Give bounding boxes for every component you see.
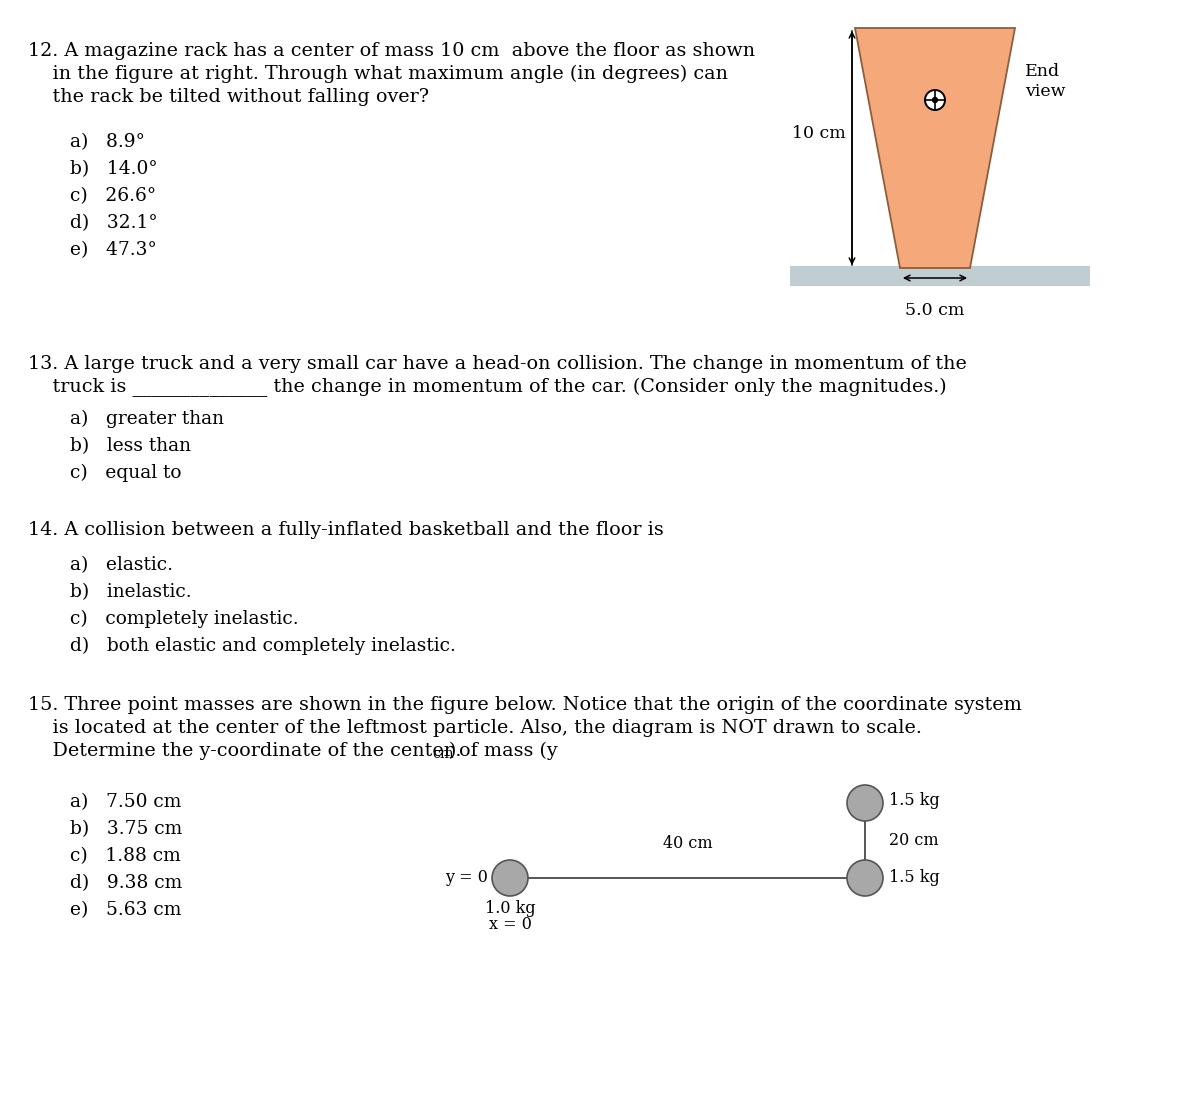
Text: y = 0: y = 0 <box>445 870 488 886</box>
Text: b)   inelastic.: b) inelastic. <box>70 583 192 601</box>
Text: c)   26.6°: c) 26.6° <box>70 187 156 205</box>
Text: in the figure at right. Through what maximum angle (in degrees) can: in the figure at right. Through what max… <box>28 64 728 83</box>
Text: 1.5 kg: 1.5 kg <box>889 870 940 886</box>
Text: e)   47.3°: e) 47.3° <box>70 240 157 259</box>
Text: e)   5.63 cm: e) 5.63 cm <box>70 901 181 919</box>
Text: b)   3.75 cm: b) 3.75 cm <box>70 820 182 838</box>
Text: c)   1.88 cm: c) 1.88 cm <box>70 847 181 865</box>
Text: Determine the y-coordinate of the center of mass (y: Determine the y-coordinate of the center… <box>28 742 558 761</box>
Text: d)   9.38 cm: d) 9.38 cm <box>70 874 182 892</box>
Text: 10 cm: 10 cm <box>792 125 846 141</box>
Circle shape <box>847 785 883 821</box>
Text: 1.5 kg: 1.5 kg <box>889 792 940 809</box>
Text: cm: cm <box>432 747 454 761</box>
Text: a)   8.9°: a) 8.9° <box>70 133 145 151</box>
Text: d)   both elastic and completely inelastic.: d) both elastic and completely inelastic… <box>70 637 456 655</box>
Circle shape <box>925 90 946 110</box>
Text: 12. A magazine rack has a center of mass 10 cm  above the floor as shown: 12. A magazine rack has a center of mass… <box>28 42 755 60</box>
Polygon shape <box>854 28 1015 268</box>
Text: 40 cm: 40 cm <box>662 835 713 853</box>
Text: b)   14.0°: b) 14.0° <box>70 160 157 178</box>
Text: c)   completely inelastic.: c) completely inelastic. <box>70 610 299 628</box>
Text: 1.0 kg: 1.0 kg <box>485 900 535 917</box>
Text: is located at the center of the leftmost particle. Also, the diagram is NOT draw: is located at the center of the leftmost… <box>28 719 922 737</box>
Text: c)   equal to: c) equal to <box>70 465 181 482</box>
Text: End
view: End view <box>1025 63 1066 99</box>
Text: 20 cm: 20 cm <box>889 832 938 849</box>
Circle shape <box>931 97 938 103</box>
Polygon shape <box>790 266 1090 286</box>
Text: a)   7.50 cm: a) 7.50 cm <box>70 794 181 811</box>
Text: b)   less than: b) less than <box>70 437 191 455</box>
Text: d)   32.1°: d) 32.1° <box>70 214 157 232</box>
Text: x = 0: x = 0 <box>488 916 532 933</box>
Text: a)   greater than: a) greater than <box>70 410 224 428</box>
Text: 13. A large truck and a very small car have a head-on collision. The change in m: 13. A large truck and a very small car h… <box>28 355 967 373</box>
Text: 15. Three point masses are shown in the figure below. Notice that the origin of : 15. Three point masses are shown in the … <box>28 696 1022 714</box>
Text: 5.0 cm: 5.0 cm <box>905 302 965 319</box>
Text: 14. A collision between a fully-inflated basketball and the floor is: 14. A collision between a fully-inflated… <box>28 521 664 539</box>
Text: a)   elastic.: a) elastic. <box>70 556 173 574</box>
Text: truck is ______________ the change in momentum of the car. (Consider only the ma: truck is ______________ the change in mo… <box>28 378 947 397</box>
Text: ).: ). <box>449 742 462 760</box>
Circle shape <box>847 860 883 896</box>
Circle shape <box>492 860 528 896</box>
Text: the rack be tilted without falling over?: the rack be tilted without falling over? <box>28 89 430 106</box>
